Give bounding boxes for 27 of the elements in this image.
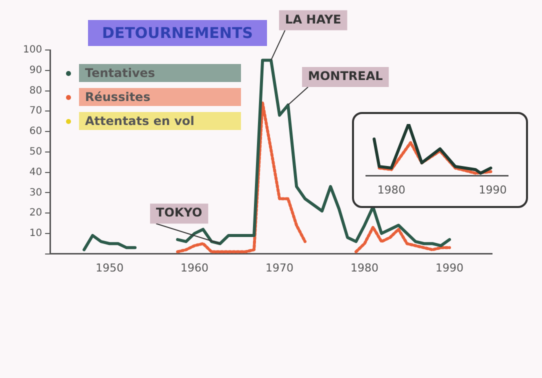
y-tick-label: 90 — [29, 64, 42, 76]
legend-label: Attentats en vol — [85, 114, 194, 128]
label-plate: Tentatives — [79, 64, 241, 82]
y-tick-label: 70 — [29, 106, 42, 117]
annotation: TOKYO — [156, 206, 202, 220]
x-tick-label: 1990 — [436, 261, 464, 274]
x-tick-label: 1950 — [96, 261, 124, 274]
x-tick-label: 1990 — [478, 183, 507, 196]
label-plate: Attentats en vol — [79, 112, 241, 130]
label-plate: Réussites — [79, 88, 241, 106]
legend-label: Réussites — [85, 90, 150, 104]
chart-title: DETOURNEMENTS — [88, 20, 267, 46]
x-tick-label: 1980 — [350, 261, 379, 274]
y-tick-label: 50 — [29, 146, 42, 158]
x-tick-label: 1980 — [377, 183, 406, 196]
y-tick-label: 20 — [29, 208, 42, 219]
x-tick-label: 1970 — [266, 261, 294, 274]
y-tick-label: 40 — [29, 166, 42, 178]
y-tick-label: 100 — [22, 44, 42, 56]
legend-label: Tentatives — [85, 66, 156, 80]
annotation: LA HAYE — [285, 12, 342, 26]
y-tick-label: 10 — [29, 228, 42, 240]
annotation: MONTREAL — [308, 69, 384, 84]
y-tick-label: 80 — [29, 85, 42, 96]
y-tick-label: 30 — [29, 187, 42, 198]
y-tick-label: 60 — [29, 126, 42, 138]
x-tick-label: 1960 — [180, 261, 209, 274]
